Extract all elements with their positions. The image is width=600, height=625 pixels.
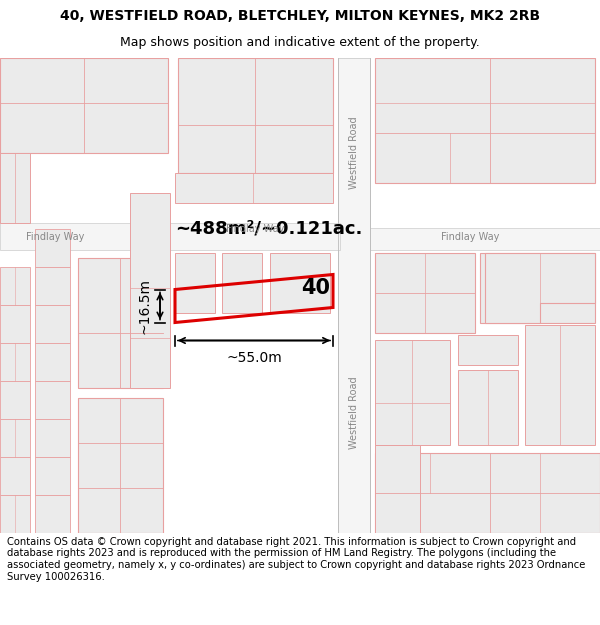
Bar bbox=[0, 222, 340, 249]
Bar bbox=[0, 152, 30, 222]
Bar bbox=[525, 324, 595, 444]
Bar bbox=[0, 456, 30, 494]
Bar bbox=[0, 342, 30, 381]
Bar bbox=[375, 253, 475, 332]
Text: Findlay Way: Findlay Way bbox=[226, 224, 284, 234]
Bar bbox=[35, 381, 70, 419]
Text: Contains OS data © Crown copyright and database right 2021. This information is : Contains OS data © Crown copyright and d… bbox=[7, 537, 586, 582]
Bar bbox=[35, 342, 70, 381]
Bar bbox=[222, 253, 262, 312]
Bar bbox=[480, 253, 595, 322]
Bar bbox=[35, 494, 70, 532]
Bar bbox=[338, 58, 370, 532]
Bar bbox=[458, 369, 518, 444]
Text: Map shows position and indicative extent of the property.: Map shows position and indicative extent… bbox=[120, 36, 480, 49]
Bar bbox=[0, 266, 30, 304]
Text: ~55.0m: ~55.0m bbox=[226, 351, 282, 364]
Bar bbox=[130, 192, 170, 388]
Polygon shape bbox=[485, 253, 595, 322]
Text: 40, WESTFIELD ROAD, BLETCHLEY, MILTON KEYNES, MK2 2RB: 40, WESTFIELD ROAD, BLETCHLEY, MILTON KE… bbox=[60, 9, 540, 24]
Bar bbox=[35, 229, 70, 266]
Bar bbox=[0, 304, 30, 343]
Bar bbox=[375, 444, 420, 532]
Bar bbox=[35, 456, 70, 494]
Bar bbox=[175, 173, 333, 203]
Bar bbox=[375, 339, 450, 444]
Bar bbox=[35, 419, 70, 456]
Text: ~488m²/~0.121ac.: ~488m²/~0.121ac. bbox=[175, 219, 362, 238]
Bar bbox=[175, 253, 215, 312]
Text: Westfield Road: Westfield Road bbox=[349, 116, 359, 189]
Text: ~16.5m: ~16.5m bbox=[138, 278, 152, 334]
Bar bbox=[375, 452, 600, 532]
Text: 40: 40 bbox=[301, 278, 330, 298]
Bar bbox=[458, 334, 518, 364]
Text: Findlay Way: Findlay Way bbox=[441, 232, 499, 242]
Bar bbox=[178, 58, 333, 172]
Bar bbox=[0, 419, 30, 456]
Bar bbox=[78, 258, 163, 388]
Text: Westfield Road: Westfield Road bbox=[349, 376, 359, 449]
Bar bbox=[370, 228, 600, 249]
Text: Findlay Way: Findlay Way bbox=[26, 232, 84, 242]
Bar bbox=[0, 494, 30, 532]
Bar bbox=[375, 58, 595, 182]
Bar bbox=[0, 58, 168, 152]
Bar bbox=[35, 266, 70, 304]
Bar bbox=[0, 381, 30, 419]
Bar bbox=[35, 304, 70, 343]
Bar bbox=[78, 398, 163, 532]
Bar bbox=[270, 253, 330, 312]
